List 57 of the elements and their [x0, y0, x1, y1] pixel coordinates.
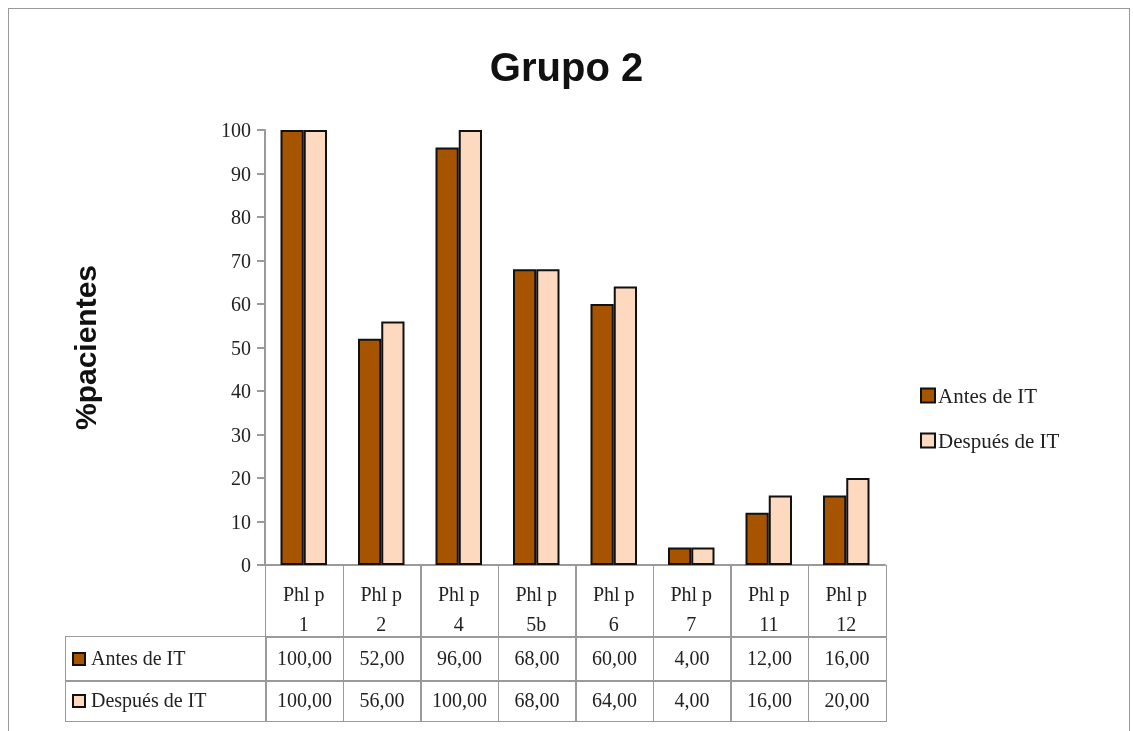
data-label: 100,00 [432, 689, 487, 713]
table-cell: 100,00 [265, 636, 344, 682]
table-cell: 68,00 [497, 636, 577, 682]
data-label: 68,00 [514, 647, 560, 671]
y-axis-title: %pacientes [68, 264, 102, 431]
x-tick-label: Phl p 7 [670, 583, 713, 635]
legend-label: Después de IT [938, 428, 1060, 453]
data-label: 12,00 [747, 647, 792, 671]
data-label: 96,00 [437, 647, 482, 671]
data-label: 100,00 [277, 647, 332, 671]
table-cell: 20,00 [807, 680, 887, 722]
y-tick-label: 40 [231, 380, 251, 402]
table-cell: 96,00 [420, 636, 499, 682]
data-label: 56,00 [359, 689, 405, 713]
table-cell: 64,00 [575, 680, 654, 722]
table-cell: Después de IT [65, 680, 267, 722]
x-tick-label: Phl p 5b [515, 583, 558, 635]
y-tick-label: 100 [221, 119, 251, 141]
y-tick-label: 20 [231, 467, 251, 489]
data-label: 4,00 [674, 647, 710, 671]
table-cell: Antes de IT [65, 636, 267, 682]
x-tick-label: Phl p 2 [360, 583, 403, 635]
data-label: 60,00 [592, 647, 637, 671]
table-cell: 100,00 [265, 680, 344, 722]
y-tick-label: 30 [231, 423, 251, 446]
table-cell: 4,00 [652, 636, 732, 682]
table-cell: 16,00 [807, 636, 887, 682]
table-cell: 68,00 [497, 680, 577, 722]
data-label: 16,00 [824, 647, 870, 671]
chart-title: Grupo 2 [489, 45, 644, 89]
x-tick-label: Phl p 12 [825, 583, 868, 635]
y-tick-label: 60 [231, 293, 251, 315]
x-tick-label: Phl p 1 [282, 583, 325, 635]
table-cell: 52,00 [342, 636, 422, 682]
y-tick-label: 0 [241, 554, 251, 576]
y-tick-label: 80 [231, 206, 251, 228]
x-tick-label: Phl p 11 [747, 583, 790, 635]
data-label: 100,00 [277, 689, 332, 713]
table-cell: 60,00 [575, 636, 654, 682]
y-tick-label: 90 [231, 162, 251, 185]
data-label: 16,00 [747, 689, 792, 713]
table-cell: 16,00 [730, 680, 809, 722]
table-cell: 100,00 [420, 680, 499, 722]
data-label: 52,00 [359, 647, 405, 671]
table-cell: 12,00 [730, 636, 809, 682]
table-cell: 56,00 [342, 680, 422, 722]
y-tick-label: 50 [231, 336, 251, 359]
data-label: 64,00 [592, 689, 637, 713]
table-cell: 4,00 [652, 680, 732, 722]
data-label: 4,00 [674, 689, 710, 713]
x-tick-label: Phl p 4 [437, 583, 480, 635]
y-tick-label: 10 [231, 510, 251, 533]
data-label: 20,00 [824, 689, 870, 713]
x-tick-label: Phl p 6 [592, 583, 635, 635]
data-label: 68,00 [514, 689, 560, 713]
legend-label: Antes de IT [938, 383, 1038, 408]
y-tick-label: 70 [231, 249, 251, 272]
